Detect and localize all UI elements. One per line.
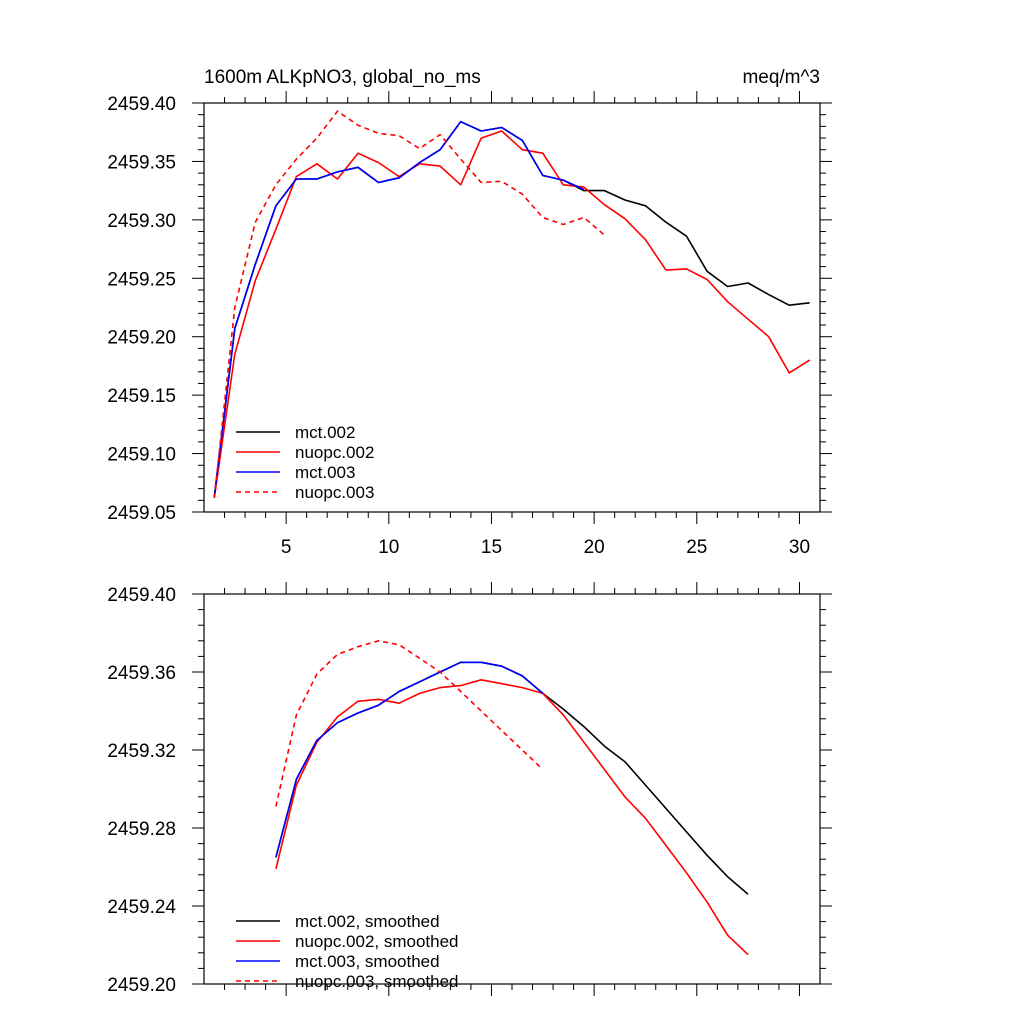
series-line-4: [275, 639, 544, 807]
y-tick-label: 2459.05: [107, 503, 176, 524]
top-title-right: meq/m^3: [742, 67, 820, 88]
y-tick-label: 2459.25: [107, 269, 176, 290]
y-tick-label: 2459.28: [107, 819, 176, 840]
x-tick-label: 5: [281, 537, 292, 558]
bottom-panel: 2459.20 2459.24 2459.28 2459.32 2459.36 2459.…: [107, 582, 832, 996]
y-tick-label: 2459.20: [107, 975, 176, 996]
y-tick-label: 2459.15: [107, 386, 176, 407]
series-line-2: [275, 678, 749, 956]
y-tick-label: 2459.35: [107, 152, 176, 173]
top-title-left: 1600m ALKpNO3, global_no_ms: [204, 67, 481, 88]
x-tick-label: 20: [584, 537, 605, 558]
legend-label-4: nuopc.003, smoothed: [295, 972, 459, 991]
x-tick-label: 10: [378, 537, 399, 558]
legend-label-2: nuopc.002: [295, 443, 374, 462]
legend-label-3: mct.003: [295, 463, 355, 482]
legend-label-1: mct.002: [295, 423, 355, 442]
y-tick-label: 2459.32: [107, 741, 176, 762]
y-tick-label: 2459.20: [107, 328, 176, 349]
y-tick-label: 2459.24: [107, 897, 176, 918]
series-line-3: [275, 661, 544, 858]
y-tick-label: 2459.40: [107, 94, 176, 115]
legend-label-3: mct.003, smoothed: [295, 952, 440, 971]
y-tick-label: 2459.10: [107, 445, 176, 466]
series-line-2: [213, 130, 811, 499]
series-line-4: [213, 110, 605, 499]
y-tick-label: 2459.40: [107, 585, 176, 606]
y-tick-label: 2459.36: [107, 663, 176, 684]
legend-label-2: nuopc.002, smoothed: [295, 932, 459, 951]
y-tick-label: 2459.30: [107, 211, 176, 232]
top-panel: 1600m ALKpNO3, global_no_ms meq/m^3 5 10 1…: [107, 67, 832, 558]
series-line-3: [213, 120, 585, 497]
x-tick-label: 15: [481, 537, 502, 558]
legend-label-4: nuopc.003: [295, 483, 374, 502]
x-tick-label: 25: [686, 537, 707, 558]
legend-label-1: mct.002, smoothed: [295, 912, 440, 931]
x-tick-label: 30: [789, 537, 810, 558]
